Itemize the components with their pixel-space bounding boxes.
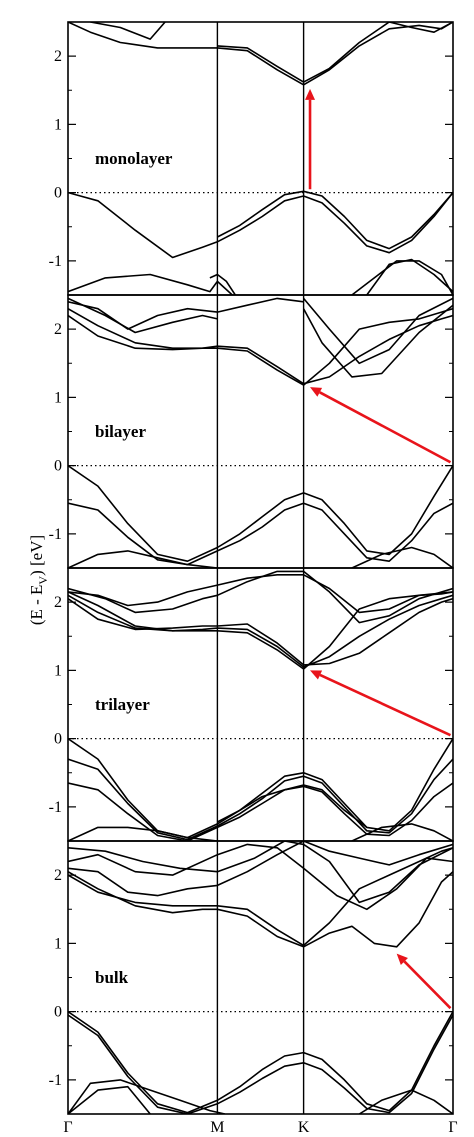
y-axis-title: (E - EV) [eV] [27,535,50,625]
y-tick-label: 2 [54,867,62,884]
arrow-head [305,88,316,100]
band-line [68,502,453,566]
y-tick-label: 1 [54,662,62,679]
band-line [68,841,304,897]
panel-trilayer: -1 0 1 2 trilayer [49,567,454,842]
band-line [68,841,453,904]
band-line [303,841,453,866]
arrow-head [396,953,408,965]
y-axis-title-tail: ) [eV] [27,535,46,576]
panel-bulk: -1 0 1 2 bulk [49,840,454,1115]
band-line [68,550,218,568]
band-line [90,22,166,40]
panel-label: bulk [95,968,129,987]
panels-layer: -1012monolayer-1012bilayer-1012trilayer-… [49,21,454,1115]
band-line [68,737,453,839]
band-line [217,784,368,829]
y-tick-label: 1 [54,389,62,406]
band-group [68,570,453,841]
band-line [68,297,304,330]
band-line [68,191,453,259]
y-tick-label: 0 [54,185,62,202]
panel-label: monolayer [95,149,173,168]
x-tick-label: K [298,1119,310,1136]
y-axis-title-sub: V [36,576,50,585]
band-group [68,841,453,1114]
y-tick-label: -1 [49,253,62,270]
x-tick-label: Γ [448,1119,457,1136]
band-line [68,826,218,841]
transition-arrow [305,88,316,190]
band-line [68,843,453,911]
y-tick-label: 2 [54,48,62,65]
band-line [68,847,453,947]
y-tick-label: 2 [54,321,62,338]
band-line [217,190,453,250]
x-tick-label: Γ [63,1119,72,1136]
y-tick-label: 0 [54,731,62,748]
transition-arrow [310,387,452,464]
y-axis-title-main: (E - E [27,585,46,626]
band-line [68,871,453,948]
band-line [68,297,218,334]
band-line [68,464,453,563]
arrow-shaft [319,391,452,464]
band-line [68,273,233,295]
band-line [389,22,453,34]
band-line [68,573,453,614]
x-tick-label: M [210,1119,224,1136]
arrow-shaft [403,960,452,1010]
y-tick-label: 0 [54,458,62,475]
y-tick-label: 1 [54,935,62,952]
arrow-shaft [319,673,452,737]
band-line [302,297,453,365]
band-line [68,307,453,386]
panel-label: bilayer [95,422,146,441]
band-line [366,258,453,295]
band-line [68,1079,226,1114]
transition-arrow [396,953,452,1010]
band-line [302,304,453,378]
y-tick-label: -1 [49,526,62,543]
y-tick-label: 0 [54,1004,62,1021]
band-line [68,314,453,385]
panel-bilayer: -1 0 1 2 bilayer [49,294,454,569]
y-tick-label: -1 [49,799,62,816]
arrow-head [310,387,323,397]
y-tick-label: 1 [54,116,62,133]
band-line [351,823,453,841]
band-line [68,782,453,841]
band-line [68,597,453,666]
panel-label: trilayer [95,695,150,714]
transition-arrow [310,670,452,737]
band-line [68,1085,151,1114]
band-line [68,22,453,86]
band-line [209,273,236,295]
band-line [68,570,453,624]
band-line [351,546,453,568]
band-line [68,1014,453,1114]
y-tick-label: 2 [54,594,62,611]
arrow-head [310,670,323,680]
band-line [68,591,453,670]
band-line [68,1010,453,1114]
y-tick-label: -1 [49,1072,62,1089]
band-line [358,1089,453,1114]
panel-monolayer: -1 0 1 2 monolayer [49,21,454,296]
band-group [68,297,453,568]
